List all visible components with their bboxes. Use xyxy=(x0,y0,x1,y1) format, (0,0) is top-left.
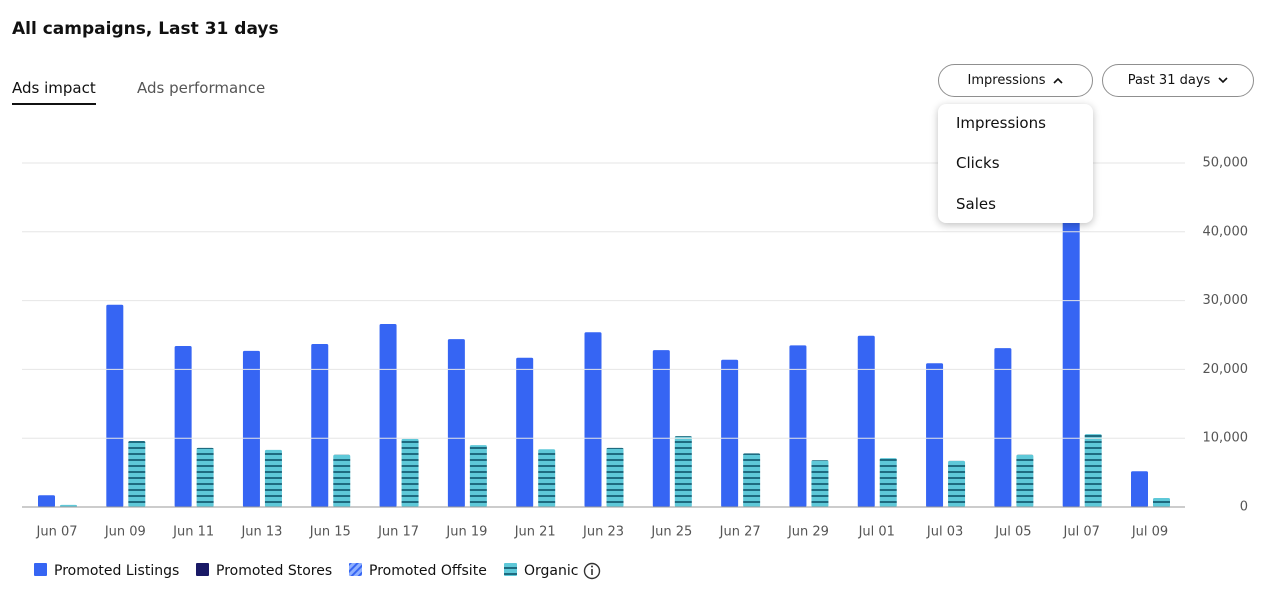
legend-label: Promoted Offsite xyxy=(369,563,487,579)
bar xyxy=(379,323,397,507)
metric-dropdown[interactable]: Impressions xyxy=(938,64,1093,97)
bar xyxy=(264,449,282,507)
x-tick-label: Jun 13 xyxy=(240,525,282,540)
bar xyxy=(948,460,966,507)
x-tick-label: Jun 11 xyxy=(172,525,214,540)
bar xyxy=(333,454,351,507)
x-tick-label: Jul 07 xyxy=(1063,525,1100,540)
y-tick-label: 50,000 xyxy=(1203,156,1249,171)
legend-swatch xyxy=(504,563,517,576)
bar xyxy=(447,339,465,507)
bar xyxy=(743,453,761,507)
bar xyxy=(1131,471,1148,507)
bar xyxy=(174,346,192,507)
x-tick-label: Jun 29 xyxy=(787,525,829,540)
y-tick-label: 30,000 xyxy=(1203,293,1249,308)
caret-down xyxy=(1218,77,1228,84)
bar xyxy=(1153,498,1170,507)
bar xyxy=(538,449,556,507)
period-label: Past 31 days xyxy=(1127,73,1211,88)
bar xyxy=(128,440,146,507)
y-tick-label: 20,000 xyxy=(1203,362,1249,377)
bar xyxy=(242,350,260,507)
caret-up xyxy=(1053,77,1064,84)
bar xyxy=(38,495,55,507)
bar xyxy=(196,447,214,507)
bar xyxy=(606,447,624,507)
bar xyxy=(789,345,807,507)
y-tick-label: 0 xyxy=(1240,500,1248,515)
menu-item[interactable]: Clicks xyxy=(956,154,1000,172)
y-tick-label: 10,000 xyxy=(1203,431,1249,446)
tab-active[interactable]: Ads impact xyxy=(12,79,96,105)
bar xyxy=(1016,454,1034,507)
x-tick-label: Jun 23 xyxy=(582,525,624,540)
legend-swatch xyxy=(349,563,362,576)
tab[interactable]: Ads performance xyxy=(137,79,266,97)
x-tick-label: Jun 19 xyxy=(445,525,487,540)
bar xyxy=(106,304,124,507)
bar xyxy=(1062,197,1080,507)
metric-menu: Impressions Clicks Sales xyxy=(938,104,1093,223)
legend-label: Promoted Listings xyxy=(54,563,179,579)
x-tick-label: Jul 03 xyxy=(926,525,963,540)
bar xyxy=(60,504,77,507)
info-icon[interactable] xyxy=(583,562,601,580)
legend-label: Organic xyxy=(524,563,578,579)
x-tick-label: Jul 09 xyxy=(1131,525,1168,540)
x-tick-label: Jun 21 xyxy=(514,525,556,540)
legend-label: Promoted Stores xyxy=(216,563,332,579)
bar xyxy=(721,359,739,507)
bar xyxy=(401,438,419,507)
page-title: All campaigns, Last 31 days xyxy=(12,19,279,39)
bar xyxy=(811,460,829,507)
bar xyxy=(857,335,875,507)
metric-label: Impressions xyxy=(967,73,1046,88)
x-tick-label: Jun 09 xyxy=(104,525,146,540)
x-tick-label: Jun 07 xyxy=(36,525,78,540)
y-tick-label: 40,000 xyxy=(1203,224,1249,239)
bar xyxy=(926,363,944,507)
bar xyxy=(584,332,602,507)
x-tick-label: Jul 01 xyxy=(858,525,895,540)
menu-item[interactable]: Impressions xyxy=(956,114,1046,132)
bar xyxy=(1084,434,1102,507)
x-tick-label: Jun 17 xyxy=(377,525,419,540)
bar xyxy=(652,350,670,507)
bar xyxy=(674,436,692,507)
bar xyxy=(311,343,329,507)
x-tick-label: Jun 27 xyxy=(719,525,761,540)
period-dropdown[interactable]: Past 31 days xyxy=(1102,64,1254,97)
x-tick-label: Jul 05 xyxy=(994,525,1031,540)
bar xyxy=(994,348,1012,507)
x-tick-label: Jun 15 xyxy=(309,525,351,540)
bar xyxy=(516,357,534,507)
legend-swatch xyxy=(196,563,209,576)
bar xyxy=(879,458,897,507)
menu-item[interactable]: Sales xyxy=(956,195,996,213)
legend-swatch xyxy=(34,563,47,576)
x-tick-label: Jun 25 xyxy=(650,525,692,540)
bar xyxy=(469,445,487,507)
